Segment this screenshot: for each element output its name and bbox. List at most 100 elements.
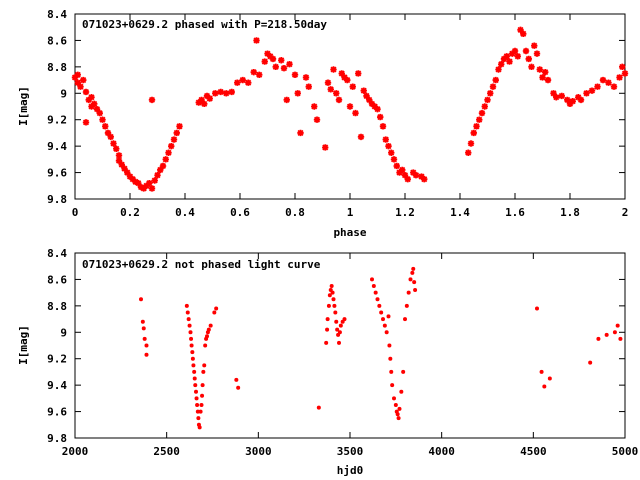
data-point [197,425,202,430]
data-point [547,376,552,381]
data-point [338,323,343,328]
data-point [412,280,417,285]
data-point [377,113,384,121]
data-point [377,303,382,308]
data-point [316,405,321,410]
data-point [399,389,404,394]
data-point [239,76,246,84]
data-point [186,317,191,322]
data-point [355,70,362,77]
data-point [487,90,494,97]
data-point [191,363,196,368]
x-tick-label: 0.2 [120,206,140,219]
y-tick-label: 9 [60,326,67,339]
data-point [346,103,354,110]
data-point [187,323,192,328]
data-point [588,360,593,365]
data-point [465,149,472,156]
data-point [333,90,340,97]
data-point [503,53,510,60]
data-point [228,88,235,96]
data-point [330,66,337,73]
data-point [352,109,359,117]
data-point [621,70,629,77]
data-point [189,343,194,348]
data-point [492,76,499,84]
data-point [531,42,538,49]
y-tick-label: 9 [60,87,67,100]
data-point [388,356,393,361]
data-point [421,175,428,183]
data-point [410,270,415,275]
data-point [168,142,175,150]
data-point [272,63,279,71]
data-point [395,412,400,417]
data-point [386,314,391,319]
data-point [234,79,241,86]
data-point [536,66,543,73]
data-point [374,105,381,113]
data-point [332,303,337,308]
data-point [201,100,208,108]
x-tick-label: 0.4 [175,206,195,219]
data-point [313,116,321,123]
y-tick-label: 9.8 [47,432,67,445]
data-point [385,142,392,150]
data-point [334,319,339,324]
data-point [294,90,301,97]
data-point [476,116,483,123]
data-point [342,317,347,322]
y-axis-label: I[mag] [17,86,30,126]
x-tick-label: 3000 [245,445,272,458]
data-point [544,76,552,84]
data-point [522,47,530,55]
data-point [212,310,217,315]
data-point [520,30,527,38]
x-tick-label: 2 [622,206,629,219]
data-point [331,297,336,302]
data-point [577,96,585,104]
y-tick-label: 9.2 [47,353,67,366]
data-point [144,352,149,357]
data-point [189,336,194,341]
data-point [389,369,394,374]
data-point [184,303,189,308]
data-point [324,340,329,345]
data-point [542,68,549,76]
x-tick-label: 5000 [612,445,639,458]
data-point [404,303,409,308]
data-point [141,326,146,331]
data-point [102,123,109,130]
y-tick-label: 9.8 [47,193,67,206]
data-point [261,58,268,65]
y-tick-label: 8.8 [47,300,67,313]
data-point [110,140,117,147]
data-point [373,290,378,295]
data-point [393,162,400,170]
data-point [375,297,380,302]
data-point [200,383,205,388]
data-point [223,90,230,97]
data-point [599,76,607,84]
data-point [80,76,87,84]
data-point [329,284,334,289]
data-point [192,376,197,381]
data-point [408,277,413,282]
data-point [208,323,213,328]
data-point [151,177,158,184]
x-tick-label: 1 [347,206,354,219]
data-point [212,90,219,97]
data-point [382,323,387,328]
data-point [618,336,623,341]
data-point [481,103,488,110]
data-point [198,409,203,414]
data-point [162,156,169,163]
x-tick-label: 0.6 [230,206,250,219]
data-point [489,83,497,90]
data-point [236,385,241,390]
data-point [176,123,183,130]
data-point [498,61,505,68]
data-point [388,149,395,156]
x-tick-label: 1.8 [560,206,580,219]
data-point [214,306,219,311]
